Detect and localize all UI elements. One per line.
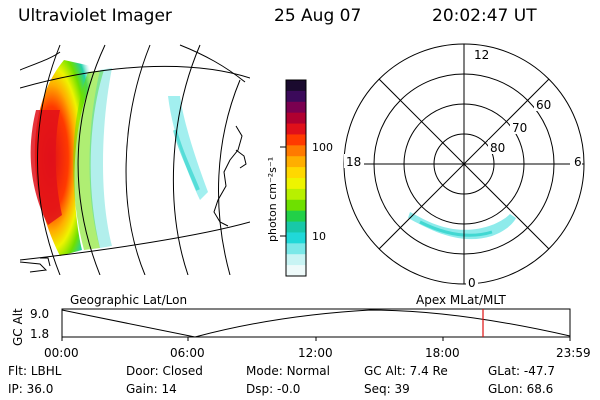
- mlt-label-18: 18: [346, 155, 361, 169]
- info-glon: GLon: 68.6: [488, 382, 554, 396]
- timeline-xtick-0: 00:00: [44, 346, 79, 360]
- colorbar-segment: [286, 101, 306, 114]
- colorbar: [286, 80, 306, 277]
- time-label: 20:02:47 UT: [432, 6, 537, 26]
- colorbar-segment: [286, 156, 306, 168]
- date-label: 25 Aug 07: [274, 6, 362, 26]
- colorbar-tick-100: 100: [312, 141, 333, 154]
- colorbar-segment: [286, 112, 306, 125]
- colorbar-segment: [286, 123, 306, 135]
- info-door: Door: Closed: [126, 364, 203, 378]
- mlt-label-6: 6: [574, 155, 582, 169]
- colorbar-segment: [286, 90, 306, 103]
- colorbar-segment: [286, 199, 306, 212]
- info-ip: IP: 36.0: [8, 382, 54, 396]
- colorbar-frame: [285, 79, 307, 277]
- timeline-left-label: Geographic Lat/Lon: [70, 293, 187, 307]
- colorbar-segment: [286, 265, 306, 277]
- lat-label-60: 60: [536, 98, 551, 112]
- timeline-ytick-bottom: 1.8: [30, 327, 49, 341]
- info-seq: Seq: 39: [364, 382, 410, 396]
- aurora-secondary-arc: [168, 96, 208, 200]
- info-flt: Flt: LBHL: [8, 364, 62, 378]
- info-dsp: Dsp: -0.0: [246, 382, 301, 396]
- colorbar-segment: [286, 221, 306, 233]
- mlt-label-12: 12: [474, 48, 489, 62]
- coastline: [213, 125, 243, 227]
- info-glat: GLat: -47.7: [488, 364, 555, 378]
- instrument-title: Ultraviolet Imager: [18, 6, 172, 26]
- timeline-frame: [61, 308, 571, 338]
- altitude-curve: [61, 309, 571, 338]
- info-gc-alt: GC Alt: 7.4 Re: [364, 364, 448, 378]
- geographic-map: [20, 44, 250, 275]
- timeline-xtick-1: 06:00: [170, 346, 205, 360]
- timeline-axis-title: GC Alt: [11, 308, 25, 346]
- colorbar-segment: [286, 167, 306, 179]
- colorbar-segment: [286, 210, 306, 223]
- colorbar-segment: [286, 178, 306, 190]
- info-gain: Gain: 14: [126, 382, 177, 396]
- polar-plot: 12 18 6 0 60 70 80: [343, 43, 585, 290]
- aurora-cyan-edge: [89, 68, 112, 248]
- colorbar-segment: [286, 243, 306, 255]
- colorbar-segment: [286, 254, 306, 266]
- lat-label-80: 80: [490, 141, 505, 155]
- info-mode: Mode: Normal: [246, 364, 330, 378]
- timeline-xtick-4: 23:59: [556, 346, 591, 360]
- timeline-right-label: Apex MLat/MLT: [416, 293, 506, 307]
- colorbar-tick-10: 10: [312, 230, 326, 243]
- altitude-timeline: Geographic Lat/Lon Apex MLat/MLT GC Alt …: [11, 293, 591, 360]
- colorbar-label: photon cm⁻²s⁻¹: [266, 157, 279, 242]
- colorbar-segment: [286, 188, 306, 201]
- timeline-xtick-3: 18:00: [425, 346, 460, 360]
- timeline-ytick-top: 9.0: [30, 307, 49, 321]
- map-grid: [20, 44, 250, 275]
- colorbar-segment: [286, 134, 306, 146]
- mlt-label-0: 0: [468, 276, 476, 290]
- lat-label-70: 70: [512, 121, 527, 135]
- colorbar-segment: [286, 232, 306, 244]
- colorbar-segment: [286, 80, 306, 92]
- colorbar-segment: [286, 145, 306, 157]
- timeline-xtick-2: 12:00: [298, 346, 333, 360]
